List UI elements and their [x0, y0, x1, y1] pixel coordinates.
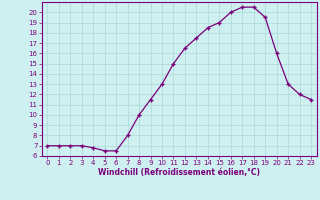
- X-axis label: Windchill (Refroidissement éolien,°C): Windchill (Refroidissement éolien,°C): [98, 168, 260, 177]
